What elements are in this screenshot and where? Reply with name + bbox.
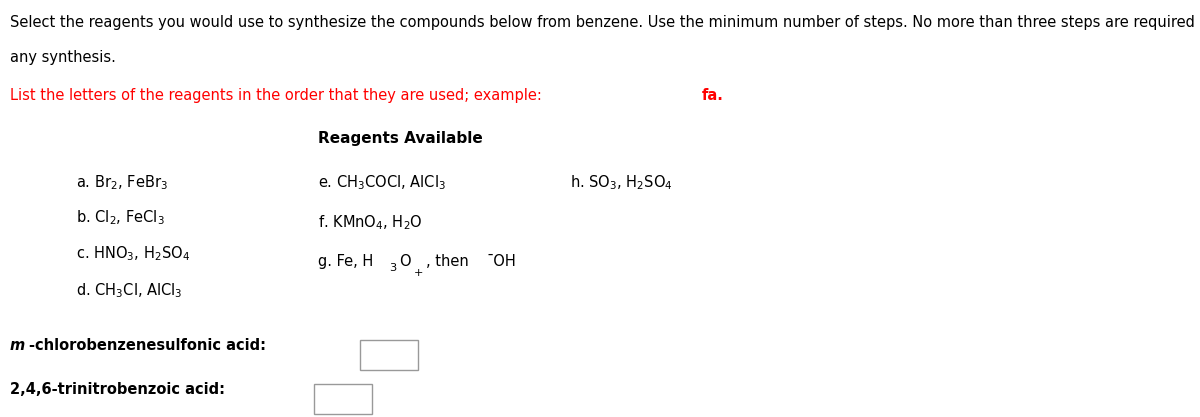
- Text: Select the reagents you would use to synthesize the compounds below from benzene: Select the reagents you would use to syn…: [10, 15, 1200, 30]
- Text: , then: , then: [426, 254, 473, 269]
- Text: ¯OH: ¯OH: [487, 254, 517, 269]
- Text: b. Cl$_2$, FeCl$_3$: b. Cl$_2$, FeCl$_3$: [76, 208, 164, 227]
- Text: -chlorobenzenesulfonic acid:: -chlorobenzenesulfonic acid:: [29, 338, 266, 353]
- Text: Reagents Available: Reagents Available: [318, 131, 482, 146]
- Text: c. HNO$_3$, H$_2$SO$_4$: c. HNO$_3$, H$_2$SO$_4$: [76, 244, 190, 263]
- Text: d. CH$_3$Cl, AlCl$_3$: d. CH$_3$Cl, AlCl$_3$: [76, 281, 182, 300]
- FancyBboxPatch shape: [360, 340, 418, 370]
- Text: 3: 3: [389, 263, 396, 273]
- Text: 2,4,6-trinitrobenzoic acid:: 2,4,6-trinitrobenzoic acid:: [10, 382, 224, 397]
- Text: fa.: fa.: [702, 88, 724, 103]
- Text: a. Br$_2$, FeBr$_3$: a. Br$_2$, FeBr$_3$: [76, 173, 168, 192]
- Text: +: +: [414, 268, 424, 278]
- Text: O: O: [398, 254, 410, 269]
- FancyBboxPatch shape: [314, 384, 372, 414]
- Text: m: m: [10, 338, 25, 353]
- Text: any synthesis.: any synthesis.: [10, 50, 115, 65]
- Text: e. CH$_3$COCl, AlCl$_3$: e. CH$_3$COCl, AlCl$_3$: [318, 173, 446, 192]
- Text: f. KMnO$_4$, H$_2$O: f. KMnO$_4$, H$_2$O: [318, 214, 422, 232]
- Text: g. Fe, H: g. Fe, H: [318, 254, 373, 269]
- Text: h. SO$_3$, H$_2$SO$_4$: h. SO$_3$, H$_2$SO$_4$: [570, 173, 673, 192]
- Text: List the letters of the reagents in the order that they are used; example:: List the letters of the reagents in the …: [10, 88, 546, 103]
